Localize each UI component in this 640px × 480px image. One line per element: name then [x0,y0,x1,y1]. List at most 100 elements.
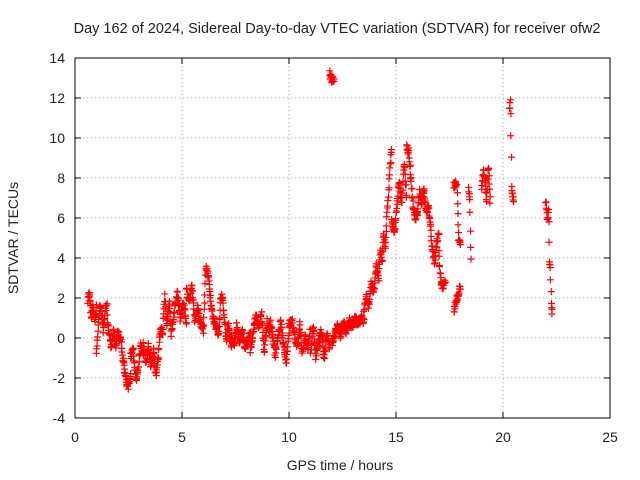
data-point [204,267,212,275]
data-point [386,164,394,172]
data-point [430,260,438,268]
data-point [545,238,553,246]
data-point [296,321,304,329]
y-tick-label: 4 [57,250,65,266]
grid-lines [75,58,610,418]
data-point [545,218,553,226]
data-point [155,344,163,352]
y-tick-label: 10 [49,130,65,146]
data-point [399,186,407,194]
data-point [401,164,409,172]
data-point [188,287,196,295]
data-point [325,345,333,353]
plot-frame [74,57,611,419]
data-point [103,300,111,308]
data-point [424,203,432,211]
data-point [455,229,463,237]
data-point [486,193,494,201]
data-point [466,208,474,216]
data-point [144,339,152,347]
data-point [161,290,169,298]
data-point [155,355,163,363]
data-point [454,221,462,229]
data-point [134,367,142,375]
chart-title: Day 162 of 2024, Sidereal Day-to-day VTE… [74,21,601,37]
x-tick-label: 15 [388,429,404,445]
data-point [336,334,344,342]
y-tick-label: 14 [49,50,65,66]
x-tick-label: 5 [178,429,186,445]
data-point [344,325,352,333]
data-point [431,251,439,259]
data-point [199,329,207,337]
data-point [215,323,223,331]
data-point [387,146,395,154]
y-tick-label: -2 [53,370,66,386]
data-point [201,280,209,288]
data-point [277,316,285,324]
data-point [207,291,215,299]
data-point [393,204,401,212]
data-point [124,385,132,393]
data-point [170,309,178,317]
data-point [398,189,406,197]
data-point [272,345,280,353]
data-point [420,185,428,193]
data-point [510,198,518,206]
y-tick-label: -4 [53,410,66,426]
data-point [434,237,442,245]
x-axis-label: GPS time / hours [287,457,394,473]
data-point [378,257,386,265]
x-tick-label: 0 [71,429,79,445]
data-point [385,193,393,201]
data-point [384,197,392,205]
data-point [414,205,422,213]
data-point [330,75,338,83]
data-point [170,316,178,324]
y-tick-label: 12 [49,90,65,106]
x-tick-label: 10 [281,429,297,445]
data-point [483,198,491,206]
data-point [279,339,287,347]
data-point [427,226,435,234]
data-point [371,279,379,287]
data-point [370,288,378,296]
data-point [130,345,138,353]
data-point [329,339,337,347]
data-point [365,304,373,312]
data-point [207,297,215,305]
y-tick-label: 6 [57,210,65,226]
axis-ticks: 0 5 10 15 20 25 -4 -2 0 2 4 6 8 10 12 14 [49,50,618,445]
data-point [506,104,514,112]
data-point [159,325,167,333]
data-point [117,338,125,346]
data-point [105,330,113,338]
data-point [405,158,413,166]
data-point [478,182,486,190]
data-point [402,181,410,189]
data-point [312,355,320,363]
data-point [485,172,493,180]
data-point [261,347,269,355]
data-point [507,110,515,118]
data-point [216,314,224,322]
data-point [385,184,393,192]
data-point [507,96,515,104]
data-point [542,198,550,206]
data-point [279,332,287,340]
data-point [103,311,111,319]
data-point [425,214,433,222]
data-point [360,315,368,323]
data-point [135,358,143,366]
data-point [200,314,208,322]
data-point [404,150,412,158]
data-point [381,244,389,252]
data-point [130,357,138,365]
data-point [394,200,402,208]
data-point [486,199,494,207]
data-point [485,165,493,173]
data-point [97,307,105,315]
y-tick-label: 2 [57,290,65,306]
data-point [486,185,494,193]
data-point [467,227,475,235]
